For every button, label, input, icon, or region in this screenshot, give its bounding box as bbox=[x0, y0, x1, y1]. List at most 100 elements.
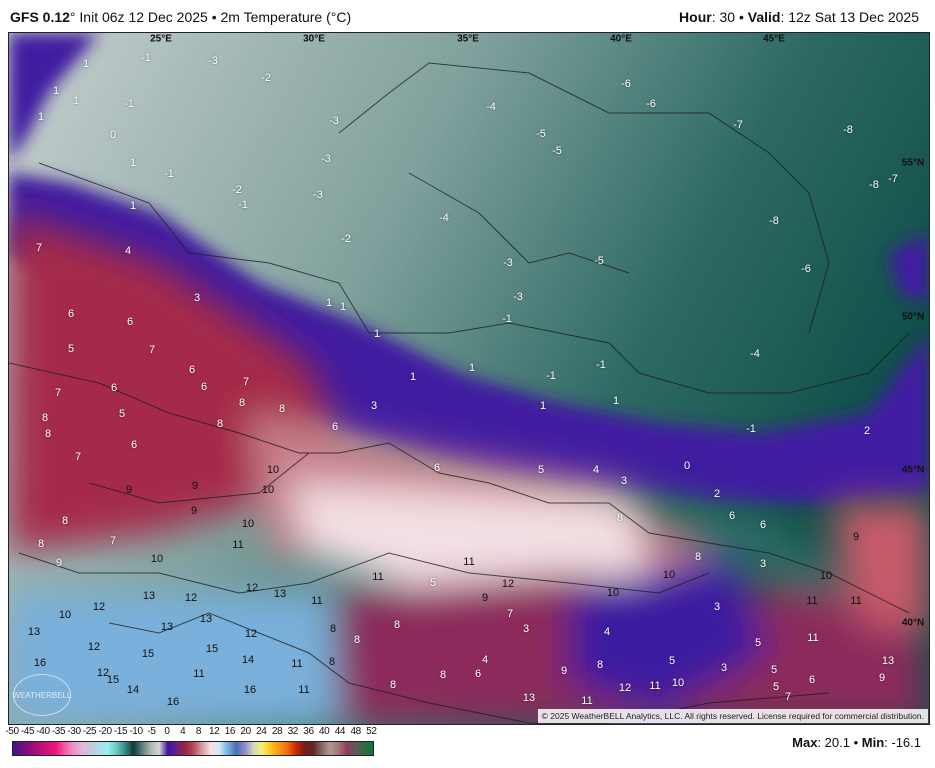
temperature-label: 9 bbox=[852, 531, 860, 543]
temperature-label: -8 bbox=[869, 179, 879, 191]
temperature-label: 12 bbox=[92, 601, 106, 613]
temperature-label: 8 bbox=[393, 619, 401, 631]
colorbar-tick: 8 bbox=[195, 726, 202, 737]
temperature-label: 10 bbox=[241, 518, 255, 530]
temperature-label: 8 bbox=[329, 623, 337, 635]
temperature-label: 5 bbox=[537, 464, 545, 476]
temperature-label: 6 bbox=[474, 668, 482, 680]
temperature-label: 6 bbox=[188, 364, 196, 376]
temperature-label: 2 bbox=[863, 425, 871, 437]
temperature-label: 11 bbox=[806, 595, 818, 607]
map-title: GFS 0.12° Init 06z 12 Dec 2025 • 2m Temp… bbox=[10, 9, 351, 25]
temperature-field bbox=[9, 33, 929, 724]
temperature-label: 11 bbox=[807, 632, 819, 644]
temperature-label: 8 bbox=[44, 428, 52, 440]
temperature-label: 8 bbox=[616, 512, 624, 524]
temperature-label: -3 bbox=[503, 257, 513, 269]
colorbar-tick: -30 bbox=[67, 726, 81, 737]
temperature-label: 16 bbox=[166, 696, 180, 708]
temperature-label: -2 bbox=[261, 72, 271, 84]
temperature-label: 1 bbox=[468, 362, 476, 374]
temperature-label: -3 bbox=[321, 153, 331, 165]
temperature-label: 5 bbox=[754, 637, 762, 649]
colorbar-tick: -50 bbox=[5, 726, 19, 737]
temperature-label: -6 bbox=[621, 78, 631, 90]
temperature-label: 11 bbox=[850, 595, 862, 607]
temperature-label: 7 bbox=[109, 535, 117, 547]
temperature-label: 11 bbox=[463, 556, 475, 568]
temperature-label: -8 bbox=[769, 215, 779, 227]
colorbar-tick: -15 bbox=[113, 726, 128, 737]
colorbar-tick: 28 bbox=[271, 726, 283, 737]
temperature-label: 12 bbox=[501, 578, 515, 590]
temperature-label: 3 bbox=[713, 601, 721, 613]
temperature-label: 1 bbox=[37, 111, 45, 123]
temperature-label: 11 bbox=[649, 680, 661, 692]
colorbar-tick: -25 bbox=[82, 726, 97, 737]
temperature-label: 8 bbox=[61, 515, 69, 527]
colorbar-tick: -5 bbox=[147, 726, 156, 737]
copyright-notice: © 2025 WeatherBELL Analytics, LLC. All r… bbox=[537, 709, 928, 723]
longitude-label: 45°E bbox=[763, 33, 785, 45]
temperature-label: -1 bbox=[596, 359, 606, 371]
colorbar-ticks: -50 -45 -40 -35 -30 -25 -20 -15 -10 -5 0 4 8 12 16 20 24… bbox=[0, 726, 400, 740]
temperature-label: 6 bbox=[433, 462, 441, 474]
temperature-label: 11 bbox=[581, 695, 593, 707]
temperature-label: 7 bbox=[784, 691, 792, 703]
colorbar-tick: -45 bbox=[20, 726, 35, 737]
temperature-label: 14 bbox=[241, 654, 255, 666]
temperature-label: 4 bbox=[481, 654, 489, 666]
longitude-label: 35°E bbox=[457, 33, 479, 45]
temperature-label: 9 bbox=[481, 592, 489, 604]
temperature-label: 6 bbox=[759, 519, 767, 531]
temperature-label: 11 bbox=[298, 684, 310, 696]
colorbar-tick: 24 bbox=[256, 726, 267, 737]
temperature-label: 9 bbox=[878, 672, 886, 684]
latitude-label: 45°N bbox=[901, 464, 925, 476]
temperature-label: 8 bbox=[41, 412, 49, 424]
colorbar-tick: -10 bbox=[129, 726, 143, 737]
temperature-label: 1 bbox=[129, 157, 137, 169]
min-label: Min bbox=[861, 735, 885, 750]
temperature-label: 6 bbox=[110, 382, 118, 394]
temperature-label: 5 bbox=[429, 577, 437, 589]
temperature-label: -1 bbox=[238, 199, 248, 211]
temperature-label: 10 bbox=[819, 570, 833, 582]
temperature-label: -3 bbox=[208, 55, 218, 67]
temperature-label: 16 bbox=[243, 684, 257, 696]
temperature-label: 1 bbox=[612, 395, 620, 407]
temperature-label: 1 bbox=[325, 297, 333, 309]
temperature-label: 0 bbox=[109, 129, 117, 141]
colorbar-tick: 0 bbox=[164, 726, 170, 737]
temperature-label: 10 bbox=[266, 464, 280, 476]
temperature-label: 1 bbox=[539, 400, 547, 412]
temperature-label: -4 bbox=[750, 348, 760, 360]
temperature-label: 15 bbox=[141, 648, 155, 660]
temperature-label: -3 bbox=[513, 291, 523, 303]
temperature-label: 10 bbox=[606, 587, 620, 599]
temperature-label: 8 bbox=[238, 397, 246, 409]
temperature-label: 8 bbox=[216, 418, 224, 430]
temperature-label: 5 bbox=[118, 408, 126, 420]
weatherbell-logo: WEATHERBELL bbox=[13, 674, 72, 716]
temperature-label: 4 bbox=[592, 464, 600, 476]
temperature-label: 9 bbox=[191, 480, 199, 492]
colorbar-tick: -35 bbox=[51, 726, 66, 737]
max-value: : 20.1 • bbox=[817, 735, 862, 750]
temperature-label: 9 bbox=[560, 665, 568, 677]
latitude-label: 40°N bbox=[901, 617, 925, 629]
valid-value: : 12z Sat 13 Dec 2025 bbox=[780, 9, 919, 25]
temperature-label: 7 bbox=[74, 451, 82, 463]
temperature-label: -1 bbox=[502, 313, 512, 325]
temperature-label: 16 bbox=[33, 657, 47, 669]
temperature-label: 8 bbox=[596, 659, 604, 671]
temperature-label: 13 bbox=[881, 655, 895, 667]
temperature-label: -4 bbox=[486, 101, 496, 113]
temperature-label: 5 bbox=[67, 343, 75, 355]
hour-value: : 30 • bbox=[711, 9, 748, 25]
temperature-label: 9 bbox=[125, 484, 133, 496]
temperature-label: 8 bbox=[389, 679, 397, 691]
temperature-label: 6 bbox=[67, 308, 75, 320]
temperature-label: 11 bbox=[311, 595, 323, 607]
temperature-label: 7 bbox=[242, 376, 250, 388]
